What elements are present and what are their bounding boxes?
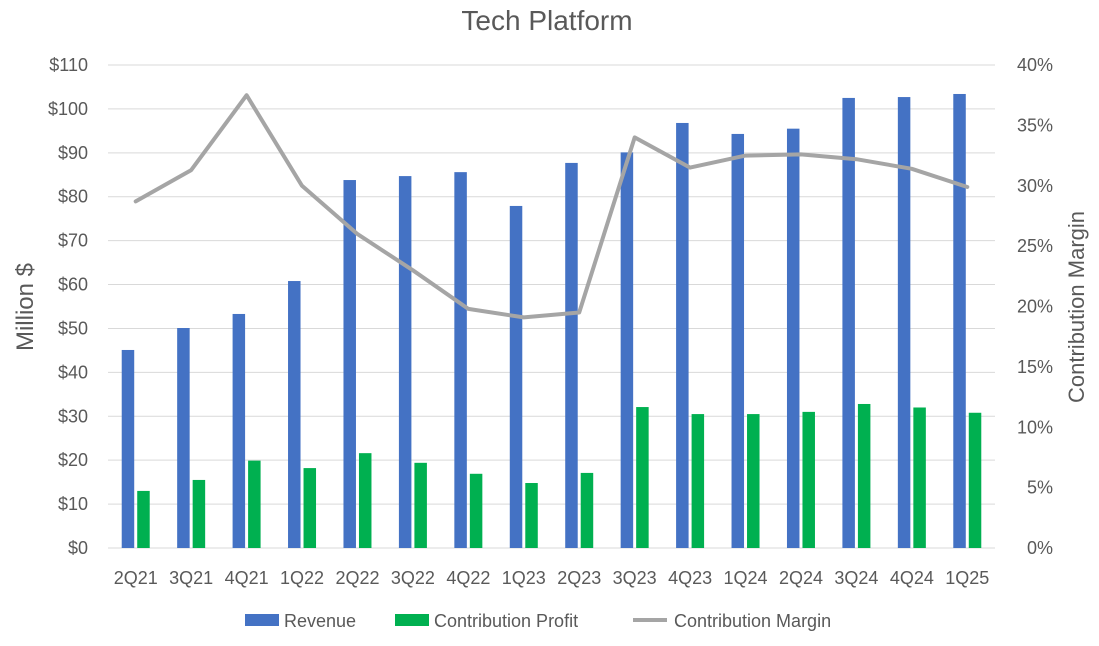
y2-tick-label: 35%: [1017, 115, 1053, 135]
x-tick-label: 4Q23: [668, 568, 712, 588]
x-tick-label: 3Q22: [391, 568, 435, 588]
y-tick-label: $50: [58, 318, 88, 338]
chart-title: Tech Platform: [461, 5, 632, 36]
y-tick-label: $70: [58, 231, 88, 251]
x-tick-label: 2Q24: [779, 568, 823, 588]
contribution-profit-bar: [358, 453, 372, 548]
margin-line-layer: [133, 93, 970, 320]
revenue-bar: [398, 176, 412, 548]
contribution-profit-bar: [747, 414, 760, 548]
legend-swatch: [245, 614, 279, 626]
revenue-bar: [953, 93, 966, 548]
x-tick-label: 3Q23: [613, 568, 657, 588]
y2-tick-label: 5%: [1027, 478, 1053, 498]
revenue-bar: [232, 313, 246, 548]
legend-label: Contribution Profit: [434, 611, 578, 631]
legend-swatch: [395, 614, 429, 626]
y-tick-label: $40: [58, 362, 88, 382]
x-tick-label: 3Q21: [169, 568, 213, 588]
y2-tick-label: 15%: [1017, 357, 1053, 377]
contribution-profit-bar: [303, 468, 317, 548]
left-axis: $0 $10 $20 $30 $40 $50 $60 $70 $80 $90 $100 $110: [48, 55, 88, 558]
contribution-profit-bar: [857, 403, 871, 548]
legend-label: Revenue: [284, 611, 356, 631]
x-tick-label: 1Q23: [502, 568, 546, 588]
contribution-profit-bar: [913, 407, 926, 548]
contribution-profit-bar: [580, 472, 594, 548]
revenue-bar: [620, 152, 634, 548]
contribution-profit-bar: [636, 407, 649, 548]
revenue-bar: [897, 97, 911, 548]
revenue-bar: [121, 349, 135, 548]
y-tick-label: $90: [58, 143, 88, 163]
x-tick-label: 1Q25: [945, 568, 989, 588]
contribution-profit-bar: [802, 411, 815, 548]
y-tick-label: $10: [58, 494, 88, 514]
revenue-bar: [565, 162, 578, 548]
y-axis-label: Million $: [12, 263, 39, 351]
contribution-profit-bar: [414, 462, 427, 548]
legend: Revenue Contribution Profit Contribution M…: [245, 611, 831, 631]
y2-tick-label: 25%: [1017, 236, 1053, 256]
contribution-profit-bar: [248, 460, 261, 548]
revenue-bar: [842, 97, 855, 548]
y-tick-label: $80: [58, 187, 88, 207]
y-tick-label: $30: [58, 406, 88, 426]
y-tick-label: $0: [68, 538, 88, 558]
right-axis: 0% 5% 10% 15% 20% 25% 30% 35% 40%: [1017, 55, 1053, 558]
revenue-bar: [288, 281, 301, 548]
revenue-bar: [676, 122, 689, 549]
y2-tick-label: 40%: [1017, 55, 1053, 75]
x-tick-label: 2Q23: [557, 568, 601, 588]
contribution-profit-bar: [968, 412, 982, 548]
contribution-profit-bar: [525, 483, 538, 548]
y2-tick-label: 30%: [1017, 176, 1053, 196]
legend-label: Contribution Margin: [674, 611, 831, 631]
revenue-bar: [786, 128, 800, 548]
contribution-profit-bar: [469, 473, 483, 548]
y-tick-label: $110: [49, 55, 88, 75]
y2-tick-label: 20%: [1017, 297, 1053, 317]
revenue-bar: [454, 172, 467, 548]
y2-tick-label: 0%: [1027, 538, 1053, 558]
revenue-bar: [509, 205, 523, 548]
y-tick-label: $60: [58, 275, 88, 295]
x-tick-label: 1Q24: [724, 568, 768, 588]
contribution-profit-bar: [691, 414, 705, 548]
contribution-profit-bar: [192, 479, 206, 548]
revenue-bar: [343, 180, 356, 549]
revenue-bar: [177, 328, 190, 548]
x-tick-label: 4Q24: [890, 568, 934, 588]
x-tick-label: 1Q22: [280, 568, 324, 588]
x-tick-label: 3Q24: [834, 568, 878, 588]
contribution-margin-line: [133, 93, 970, 320]
x-tick-label: 4Q21: [225, 568, 269, 588]
y-tick-label: $100: [48, 99, 88, 119]
contribution-profit-bar: [137, 490, 150, 548]
bars: [121, 93, 982, 549]
x-tick-label: 2Q21: [114, 568, 158, 588]
y-tick-label: $20: [58, 450, 88, 470]
y2-tick-label: 10%: [1017, 417, 1053, 437]
x-tick-label: 2Q22: [335, 568, 379, 588]
revenue-bar: [731, 133, 745, 549]
x-axis: 2Q21 3Q21 4Q21 1Q22 2Q22 3Q22 4Q22 1Q23 2Q23 3Q23…: [114, 568, 990, 588]
y2-axis-label: Contribution Margin: [1064, 211, 1089, 403]
x-tick-label: 4Q22: [446, 568, 490, 588]
